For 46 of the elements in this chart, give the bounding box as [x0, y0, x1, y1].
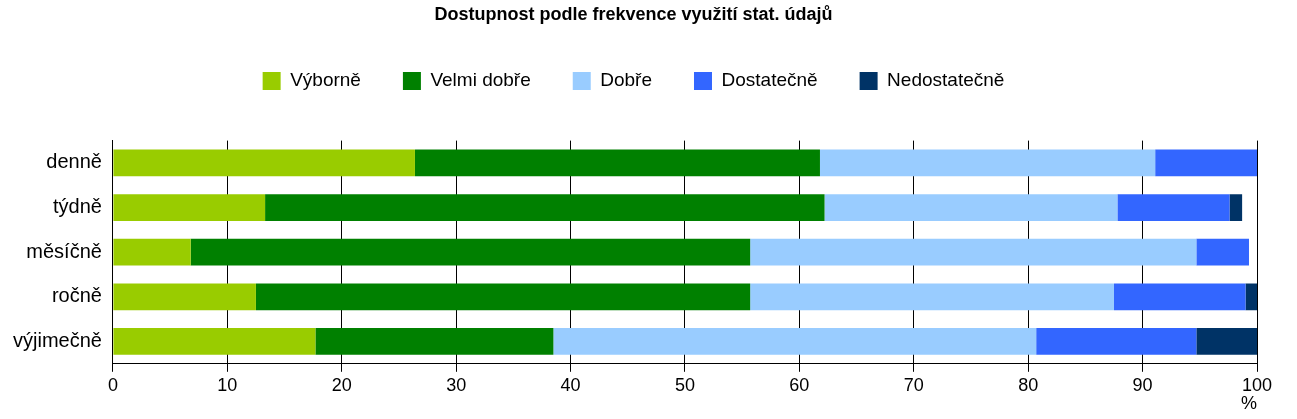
- bar: [750, 283, 1114, 311]
- x-tick-label: 80: [1018, 374, 1039, 395]
- bar: [553, 328, 1037, 355]
- bar: [1229, 194, 1243, 221]
- bar: [1117, 194, 1230, 221]
- bar: [113, 149, 415, 177]
- bar: [1196, 238, 1249, 266]
- bar: [113, 238, 191, 266]
- x-tick-label: 50: [674, 374, 695, 395]
- x-tick-label: 10: [217, 374, 238, 395]
- bar: [190, 238, 751, 266]
- bar: [315, 328, 554, 355]
- bar: [255, 283, 751, 311]
- x-tick-label: 60: [789, 374, 810, 395]
- x-tick-label: 30: [446, 374, 467, 395]
- chart-title: Dostupnost podle frekvence využití stat. údajů: [434, 3, 833, 24]
- bar: [1113, 283, 1246, 311]
- legend-label: Nedostatečně: [887, 69, 1005, 91]
- bar: [1036, 328, 1197, 355]
- x-tick-label: 0: [107, 374, 118, 395]
- bar: [113, 283, 256, 311]
- x-tick-label: 20: [331, 374, 352, 395]
- x-tick-label: 70: [903, 374, 924, 395]
- bar: [113, 328, 316, 355]
- bar: [1196, 328, 1257, 355]
- x-tick-label: 90: [1132, 374, 1153, 395]
- x-axis-title: %: [1240, 393, 1257, 414]
- bar: [1245, 283, 1257, 311]
- bar: [1155, 149, 1257, 177]
- bar: [113, 194, 266, 221]
- bar: [750, 238, 1197, 266]
- legend-label: Velmi dobře: [430, 69, 531, 91]
- legend-label: Výborně: [290, 69, 361, 91]
- bar: [819, 149, 1156, 177]
- bar: [824, 194, 1118, 221]
- bar: [265, 194, 825, 221]
- y-tick-label: denně: [46, 150, 102, 173]
- y-tick-label: ročně: [51, 284, 102, 307]
- legend-label: Dobře: [600, 69, 652, 91]
- x-tick-label: 40: [560, 374, 581, 395]
- y-tick-label: měsíčně: [26, 239, 102, 262]
- bar: [414, 149, 820, 177]
- y-tick-label: týdně: [52, 195, 102, 218]
- y-tick-label: výjimečně: [12, 329, 102, 351]
- x-tick-label: 100: [1241, 374, 1273, 395]
- legend-label: Dostatečně: [721, 69, 818, 91]
